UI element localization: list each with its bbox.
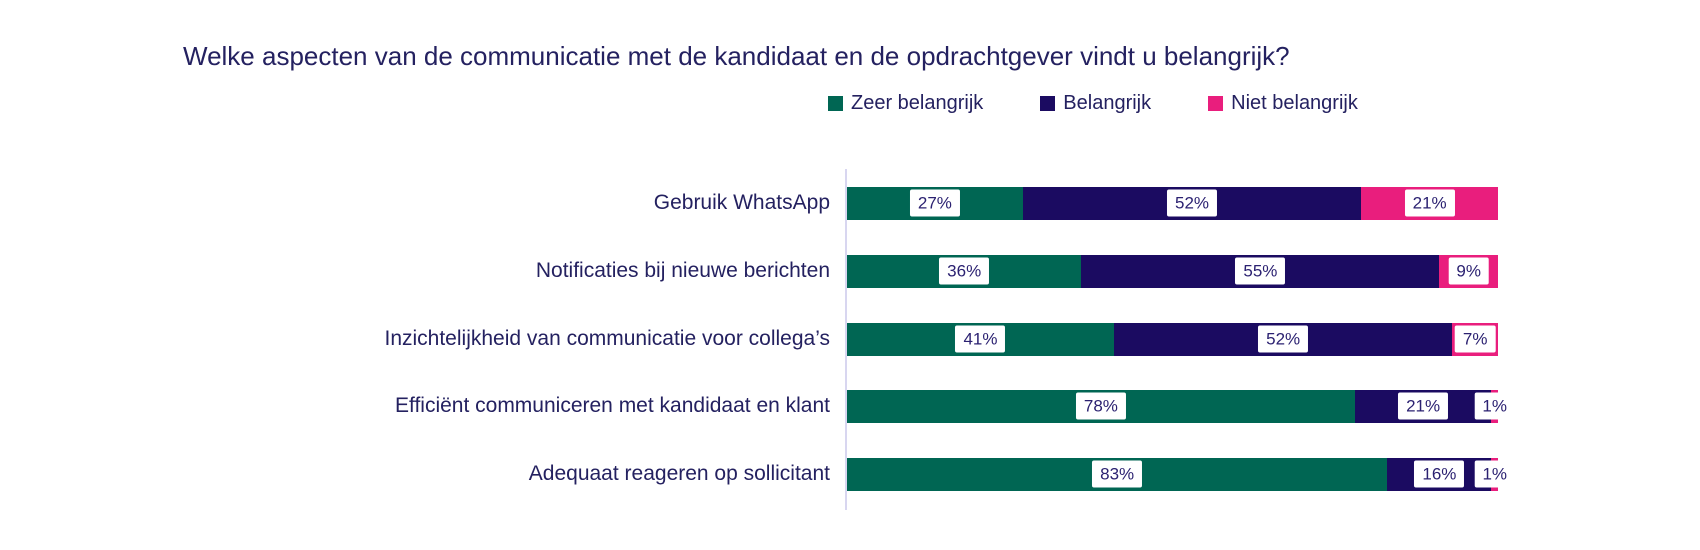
legend-item-niet-belangrijk: Niet belangrijk <box>1208 92 1358 115</box>
category-label: Gebruik WhatsApp <box>653 191 830 214</box>
value-label: 21% <box>1398 392 1449 420</box>
legend-swatch-icon <box>1040 96 1056 111</box>
bar-row-adequaat: Adequaat reageren op sollicitant 83% 16%… <box>0 440 1700 508</box>
value-label: 55% <box>1235 257 1286 285</box>
value-label: 1% <box>1474 392 1516 420</box>
value-label: 52% <box>1167 189 1218 217</box>
bar-segment-niet: 9% <box>1439 254 1498 288</box>
bar-segment-zeer: 27% <box>847 186 1023 220</box>
legend-swatch-icon <box>1208 96 1224 111</box>
value-label: 27% <box>909 189 960 217</box>
bar-row-gebruik-whatsapp: Gebruik WhatsApp 27% 52% 21% <box>0 169 1700 237</box>
stacked-bar: 41% 52% 7% <box>847 322 1498 356</box>
stacked-bar: 83% 16% 1% <box>847 457 1516 491</box>
value-label: 7% <box>1454 325 1496 353</box>
value-label: 21% <box>1404 189 1455 217</box>
value-label: 83% <box>1092 460 1143 488</box>
category-label: Efficiënt communiceren met kandidaat en … <box>394 394 830 417</box>
stacked-bar: 36% 55% 9% <box>847 254 1498 288</box>
bar-segment-niet: 1% <box>1474 457 1516 491</box>
bar-segment-belangrijk: 21% <box>1354 389 1492 423</box>
stacked-bar: 78% 21% 1% <box>847 389 1516 423</box>
legend-swatch-icon <box>828 96 843 111</box>
bar-row-notificaties: Notificaties bij nieuwe berichten 36% 55… <box>0 237 1700 305</box>
bar-segment-zeer: 78% <box>847 389 1355 423</box>
value-label: 52% <box>1258 325 1309 353</box>
value-label: 9% <box>1448 257 1489 285</box>
value-label: 78% <box>1075 392 1126 420</box>
bar-row-efficient: Efficiënt communiceren met kandidaat en … <box>0 372 1700 440</box>
bar-segment-niet: 7% <box>1452 322 1498 356</box>
legend-label: Niet belangrijk <box>1231 92 1358 114</box>
bar-segment-niet: 1% <box>1474 389 1516 423</box>
category-label: Adequaat reageren op sollicitant <box>528 462 830 485</box>
y-axis-line <box>845 169 847 510</box>
legend-item-zeer-belangrijk: Zeer belangrijk <box>828 92 983 115</box>
bar-segment-belangrijk: 16% <box>1387 457 1492 491</box>
bar-segment-belangrijk: 52% <box>1113 322 1453 356</box>
value-label: 1% <box>1474 460 1516 488</box>
legend-item-belangrijk: Belangrijk <box>1040 92 1151 115</box>
chart-title: Welke aspecten van de communicatie met d… <box>183 41 1290 71</box>
bar-segment-zeer: 41% <box>847 322 1114 356</box>
category-label: Notificaties bij nieuwe berichten <box>535 259 830 282</box>
legend-label: Belangrijk <box>1063 92 1152 114</box>
bar-segment-belangrijk: 55% <box>1081 254 1440 288</box>
value-label: 41% <box>955 325 1006 353</box>
legend: Zeer belangrijk Belangrijk Niet belangri… <box>828 92 1358 115</box>
value-label: 16% <box>1414 460 1465 488</box>
bar-segment-zeer: 36% <box>847 254 1082 288</box>
plot-area: Gebruik WhatsApp 27% 52% 21% Notificatie… <box>0 169 1700 510</box>
bar-segment-zeer: 83% <box>847 457 1388 491</box>
legend-label: Zeer belangrijk <box>851 92 984 114</box>
bar-segment-belangrijk: 52% <box>1022 186 1362 220</box>
value-label: 36% <box>939 257 990 285</box>
stacked-bar: 27% 52% 21% <box>847 186 1498 220</box>
bar-segment-niet: 21% <box>1361 186 1498 220</box>
category-label: Inzichtelijkheid van communicatie voor c… <box>384 327 830 350</box>
bar-row-inzichtelijkheid: Inzichtelijkheid van communicatie voor c… <box>0 305 1700 373</box>
